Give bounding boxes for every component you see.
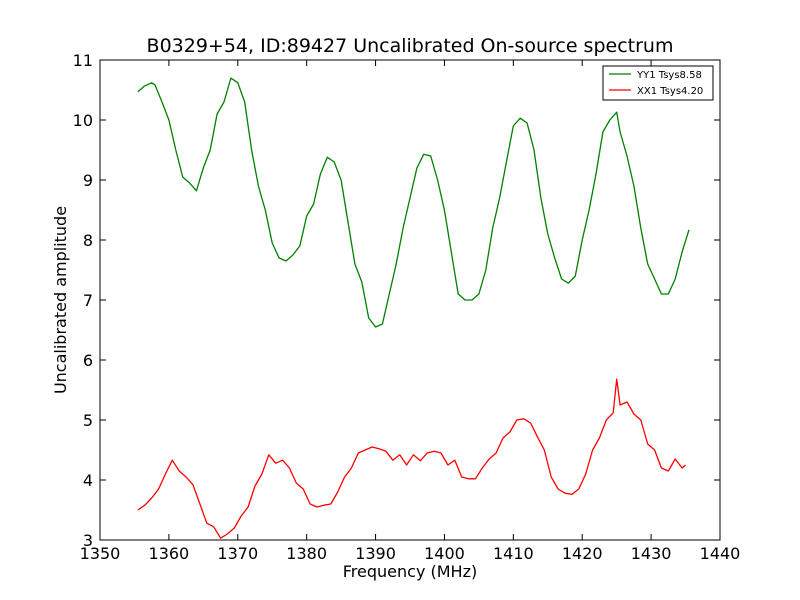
series-line-yy1	[137, 77, 690, 328]
chart-title: B0329+54, ID:89427 Uncalibrated On-sourc…	[147, 35, 674, 57]
series-line-xx1	[137, 378, 687, 539]
legend-label-xx1: XX1 Tsys4.20	[637, 86, 703, 97]
y-tick-label: 4	[83, 471, 93, 490]
y-tick-label: 6	[83, 351, 93, 370]
series-layer	[137, 77, 690, 539]
x-tick-label: 1350	[80, 544, 121, 563]
x-axis-title: Frequency (MHz)	[343, 562, 477, 581]
y-tick-label: 9	[83, 171, 93, 190]
y-tick-label: 8	[83, 231, 93, 250]
x-tick-label: 1420	[562, 544, 603, 563]
plot-frame	[99, 59, 721, 541]
x-tick-label: 1390	[355, 544, 396, 563]
legend-label-yy1: YY1 Tsys8.58	[636, 70, 702, 81]
y-tick-label: 5	[83, 411, 93, 430]
x-tick-label: 1410	[493, 544, 534, 563]
y-tick-label: 7	[83, 291, 93, 310]
y-axis-title: Uncalibrated amplitude	[51, 206, 70, 394]
ticks-layer: 1350 1360 1370 1380 1390 1400 1410 1420 1430 1440…	[73, 51, 741, 563]
x-tick-label: 1380	[286, 544, 327, 563]
y-tick-label: 10	[73, 111, 93, 130]
x-tick-label: 1370	[217, 544, 258, 563]
x-tick-label: 1360	[149, 544, 190, 563]
legend-box	[602, 65, 714, 101]
legend: YY1 Tsys8.58 XX1 Tsys4.20	[602, 65, 714, 101]
x-tick-label: 1400	[424, 544, 465, 563]
x-tick-label: 1430	[631, 544, 672, 563]
y-tick-label: 3	[83, 531, 93, 550]
x-tick-label: 1440	[700, 544, 741, 563]
y-tick-label: 11	[73, 51, 93, 70]
